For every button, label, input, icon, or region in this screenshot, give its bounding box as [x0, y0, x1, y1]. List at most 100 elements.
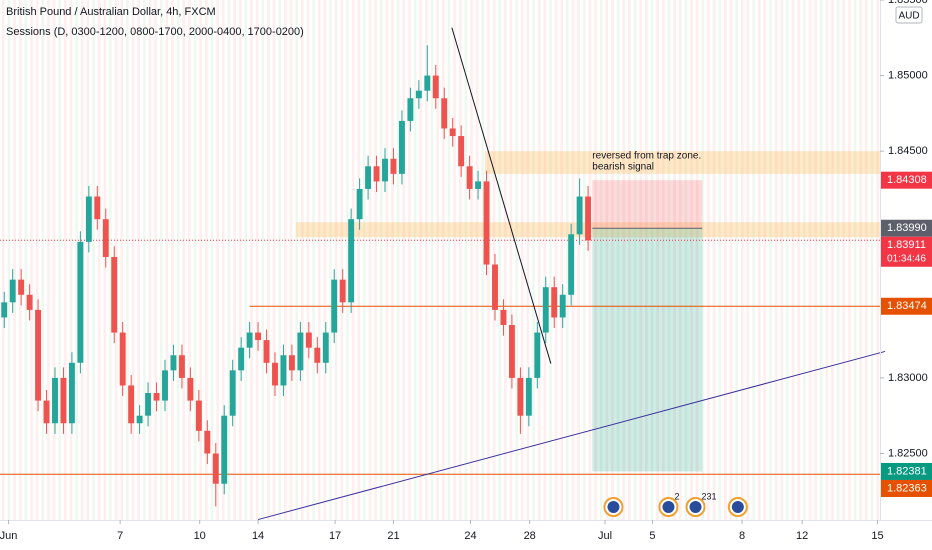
session-stripe: [289, 0, 293, 520]
x-tick-label: 5: [649, 530, 655, 542]
session-stripe: [678, 0, 682, 520]
session-stripe: [35, 0, 39, 520]
candle-body: [458, 136, 465, 167]
session-stripe: [724, 0, 727, 520]
session-stripe: [97, 0, 101, 520]
candle-body: [229, 370, 236, 416]
candle-body: [356, 188, 363, 220]
session-stripe: [368, 0, 372, 520]
session-stripe: [594, 0, 597, 520]
candle-body: [9, 279, 16, 303]
x-tick-label: 15: [871, 530, 883, 542]
session-stripe: [312, 0, 315, 520]
session-stripe: [870, 0, 874, 520]
session-stripe: [769, 0, 772, 520]
candle-body: [94, 196, 101, 220]
session-stripe: [317, 0, 321, 520]
session-stripe: [261, 0, 265, 520]
session-stripe: [306, 0, 310, 520]
session-stripe: [616, 0, 620, 520]
candle-body: [212, 453, 219, 484]
session-stripe: [340, 0, 344, 520]
candle-body: [449, 128, 456, 137]
session-stripe: [515, 0, 518, 520]
session-stripe: [357, 0, 360, 520]
session-stripe: [238, 0, 242, 520]
session-stripe: [86, 0, 90, 520]
candle-body: [407, 98, 414, 121]
price-tag: [881, 219, 932, 237]
session-stripe: [774, 0, 778, 520]
event-count: 2: [674, 491, 679, 501]
session-stripe: [52, 0, 56, 520]
session-stripe: [250, 0, 253, 520]
candle-body: [263, 340, 270, 363]
candle-body: [568, 234, 575, 295]
candle-body: [288, 355, 295, 371]
session-stripe: [30, 0, 33, 520]
session-stripe: [430, 0, 434, 520]
session-stripe: [605, 0, 609, 520]
session-stripe: [566, 0, 569, 520]
countdown: 01:34:46: [887, 253, 926, 264]
session-stripe: [786, 0, 789, 520]
currency: AUD: [898, 11, 919, 22]
session-stripe: [447, 0, 451, 520]
session-stripe: [808, 0, 812, 520]
session-stripe: [41, 0, 45, 520]
price-tag: [881, 236, 932, 267]
candle-body: [415, 90, 422, 99]
x-tick-label: 17: [329, 530, 341, 542]
session-stripe: [284, 0, 287, 520]
annotation: bearish signal: [592, 161, 654, 172]
session-stripe: [182, 0, 186, 520]
price-tag-label: 1.83911: [887, 239, 926, 251]
session-stripe: [165, 0, 169, 520]
chart-title: British Pound / Australian Dollar, 4h, F…: [6, 6, 216, 18]
x-tick-label: 7: [117, 530, 123, 542]
session-stripe: [92, 0, 95, 520]
session-stripe: [154, 0, 157, 520]
session-stripe: [543, 0, 547, 520]
candle-body: [68, 362, 75, 424]
session-stripe: [842, 0, 846, 520]
candle-body: [26, 294, 33, 310]
candle-body: [576, 196, 583, 235]
session-stripe: [780, 0, 784, 520]
price-tag-label: 1.82381: [887, 465, 927, 477]
y-tick-label: 1.83000: [888, 372, 928, 384]
target-area: [592, 228, 703, 472]
session-stripe: [803, 0, 806, 520]
session-stripe: [425, 0, 428, 520]
session-stripe: [385, 0, 389, 520]
trend-line: [257, 350, 886, 521]
session-stripe: [707, 0, 710, 520]
x-tick-label: 24: [464, 530, 476, 542]
session-stripe: [24, 0, 28, 520]
session-stripe: [509, 0, 513, 520]
session-stripe: [814, 0, 817, 520]
session-stripe: [103, 0, 107, 520]
candle-body: [466, 166, 473, 189]
session-stripe: [650, 0, 654, 520]
session-stripe: [735, 0, 738, 520]
session-stripe: [673, 0, 676, 520]
price-tag-label: 1.83474: [887, 300, 927, 312]
session-stripe: [740, 0, 744, 520]
candle-body: [500, 309, 507, 325]
candle-body: [145, 393, 152, 416]
y-tick-label: 1.85000: [888, 69, 928, 81]
candle-body: [382, 158, 388, 182]
x-tick-label: Jul: [598, 530, 612, 542]
candle-body: [195, 400, 202, 431]
session-stripe: [2, 0, 5, 520]
session-stripe: [729, 0, 733, 520]
session-stripe: [363, 0, 366, 520]
session-stripe: [64, 0, 67, 520]
candle-body: [77, 241, 84, 363]
candle-body: [246, 332, 253, 348]
candle-body: [60, 377, 67, 424]
candle-body: [187, 377, 194, 401]
session-stripe: [526, 0, 530, 520]
session-stripe: [323, 0, 327, 520]
